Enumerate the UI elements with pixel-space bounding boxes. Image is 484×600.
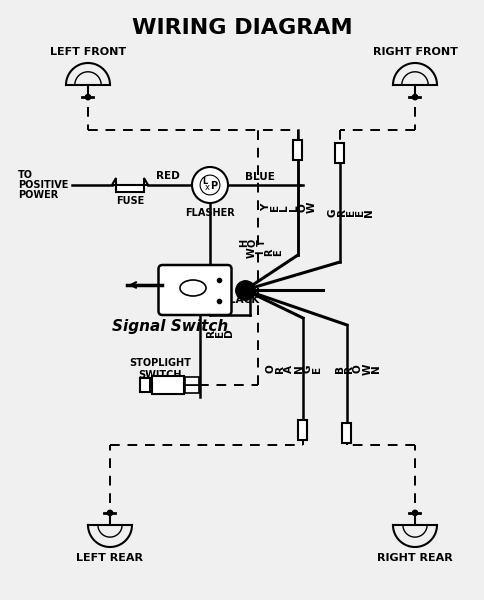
Bar [342, 423, 351, 443]
Circle shape [411, 94, 417, 100]
Text: RIGHT FRONT: RIGHT FRONT [372, 47, 456, 57]
Text: P: P [210, 181, 217, 191]
Bar [184, 377, 198, 385]
Circle shape [192, 167, 227, 203]
Text: H
O
T: H O T [239, 238, 266, 247]
Bar [184, 385, 198, 393]
Text: BLUE: BLUE [244, 172, 274, 182]
Text: RIGHT REAR: RIGHT REAR [377, 553, 452, 563]
Polygon shape [112, 178, 148, 192]
Text: Y
E
L
L
O
W: Y E L L O W [260, 202, 317, 213]
Circle shape [107, 510, 112, 515]
Text: TO
POSITIVE
POWER: TO POSITIVE POWER [18, 170, 68, 200]
Text: B
R
O
W
N: B R O W N [334, 363, 380, 375]
Text: R
E
D: R E D [206, 329, 234, 337]
Ellipse shape [180, 280, 206, 296]
Text: LEFT REAR: LEFT REAR [76, 553, 143, 563]
Text: W
I
R
E: W I R E [246, 247, 283, 258]
Text: L: L [202, 178, 207, 187]
Circle shape [85, 94, 91, 100]
FancyBboxPatch shape [158, 265, 231, 315]
Circle shape [411, 510, 417, 515]
Bar [151, 376, 183, 394]
Bar [298, 420, 307, 440]
Text: FUSE: FUSE [116, 196, 144, 206]
Text: WIRING DIAGRAM: WIRING DIAGRAM [132, 18, 351, 38]
Text: STOPLIGHT
SWITCH: STOPLIGHT SWITCH [129, 358, 191, 380]
Text: FLASHER: FLASHER [185, 208, 234, 218]
Text: G
R
E
E
N: G R E E N [327, 208, 374, 217]
Text: x: x [204, 184, 209, 193]
Text: O
R
A
N
G
E: O R A N G E [265, 365, 321, 373]
Text: RED: RED [156, 171, 180, 181]
Text: LEFT FRONT: LEFT FRONT [50, 47, 126, 57]
Bar [335, 143, 344, 163]
Bar [293, 140, 302, 160]
Bar [140, 378, 150, 392]
Text: BLACK: BLACK [220, 295, 258, 305]
Text: Signal Switch: Signal Switch [112, 319, 227, 334]
